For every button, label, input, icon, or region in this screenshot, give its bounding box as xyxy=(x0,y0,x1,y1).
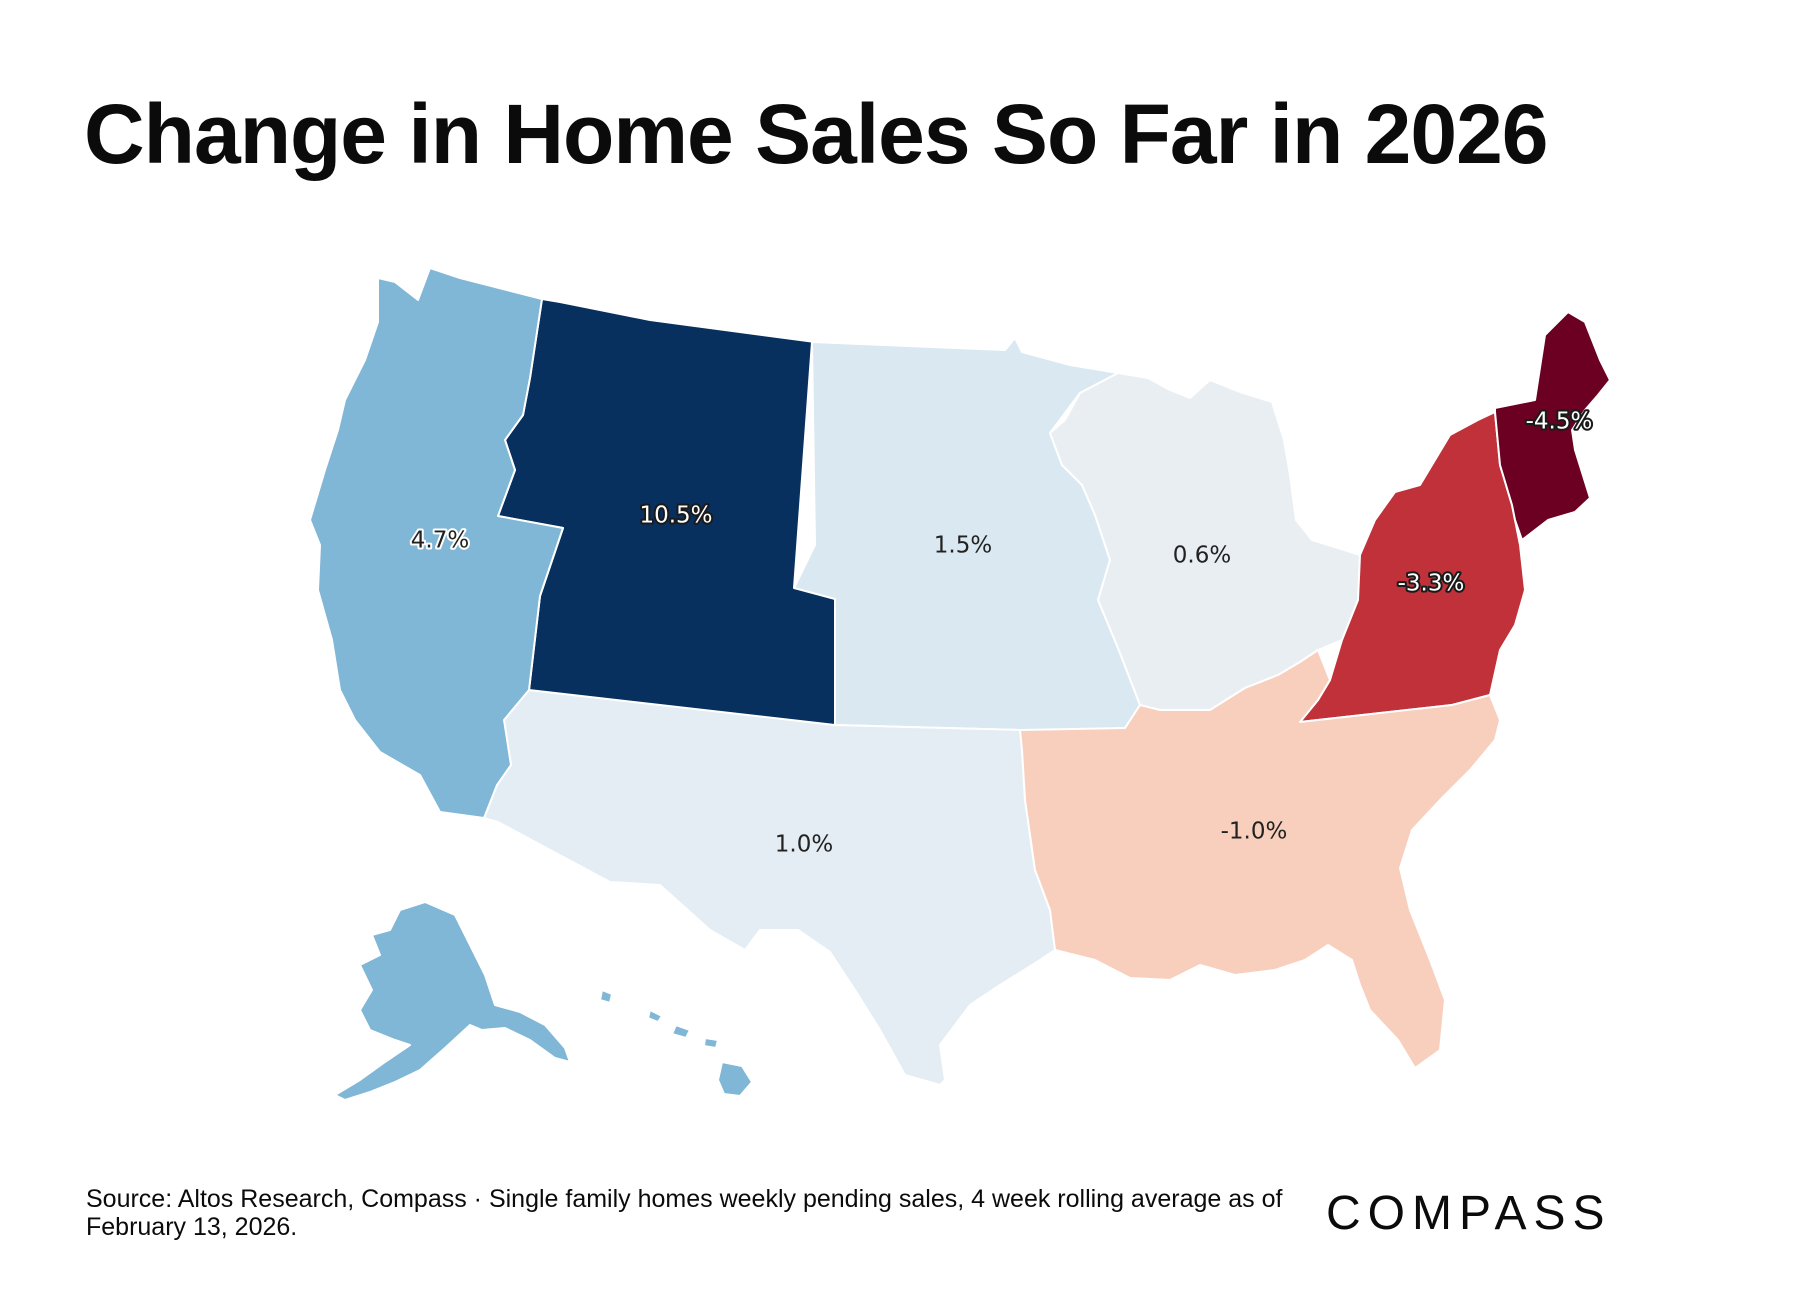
region-south-central[interactable] xyxy=(483,689,1056,1086)
region-west-coast[interactable] xyxy=(309,267,564,819)
region-hawaii[interactable] xyxy=(599,989,753,1097)
value-label-mountain: 10.5% xyxy=(639,503,712,529)
value-label-south-central: 1.0% xyxy=(775,832,833,858)
value-label-new-england: -4.5% xyxy=(1526,409,1593,435)
region-alaska[interactable] xyxy=(334,901,571,1101)
value-label-southeast: -1.0% xyxy=(1221,819,1288,845)
value-label-midwest: 0.6% xyxy=(1173,543,1231,569)
source-note: Source: Altos Research, Compass · Single… xyxy=(86,1185,1283,1241)
value-label-mid-atlantic: -3.3% xyxy=(1398,571,1465,597)
compass-logo: COMPASS xyxy=(1326,1187,1612,1240)
page-title: Change in Home Sales So Far in 2026 xyxy=(84,87,1549,181)
region-new-england[interactable] xyxy=(1494,311,1611,541)
value-label-plains: 1.5% xyxy=(934,533,992,559)
region-southeast[interactable] xyxy=(1019,649,1501,1069)
value-label-west-coast: 4.7% xyxy=(411,528,469,554)
